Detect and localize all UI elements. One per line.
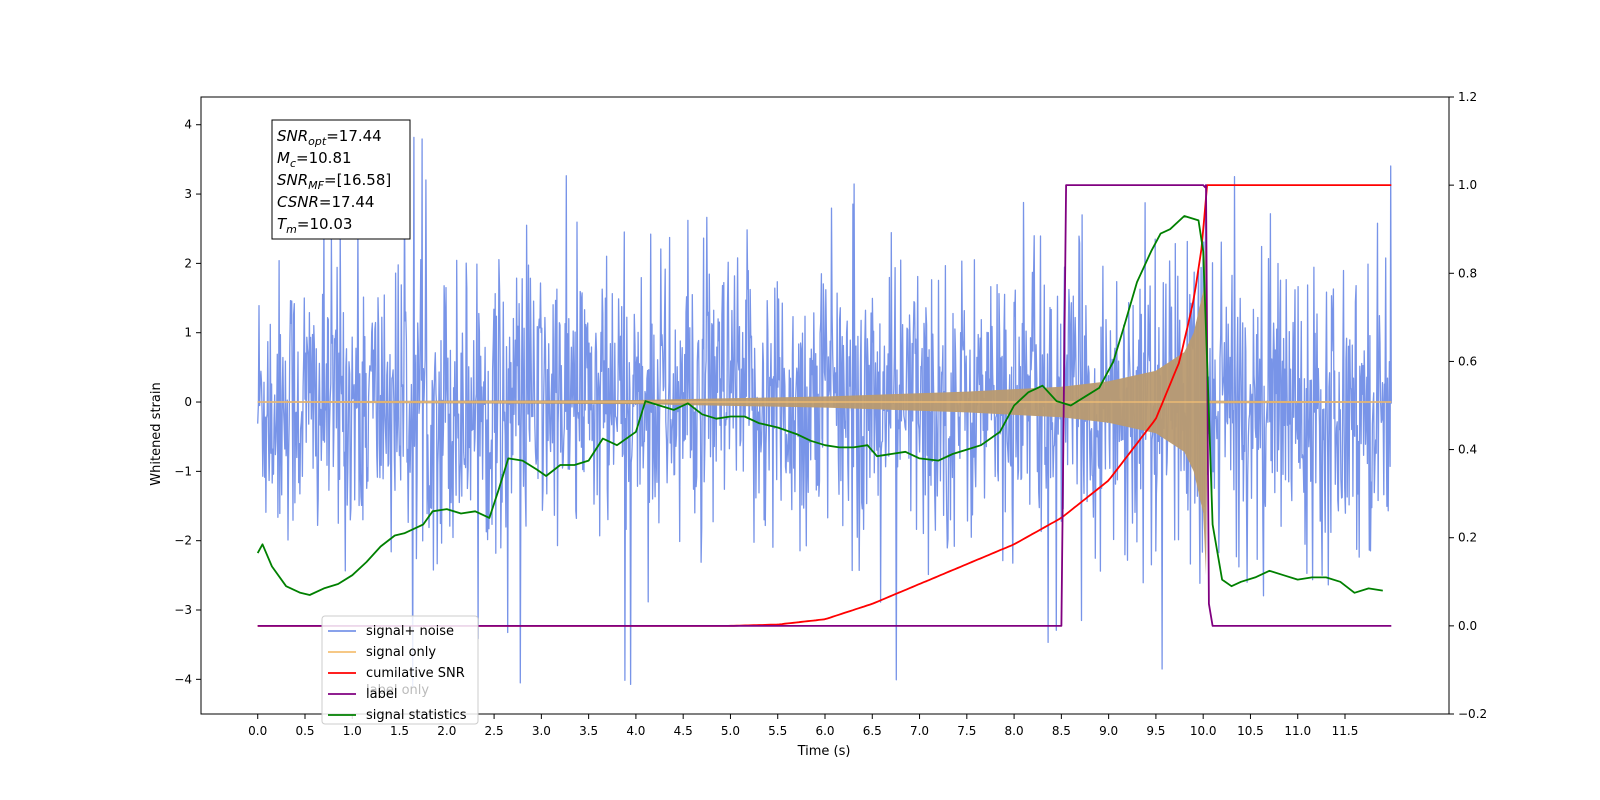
plot-area xyxy=(256,136,1392,688)
y-right-tick-label: 0.4 xyxy=(1458,443,1477,457)
legend-entry-text: signal+ noise xyxy=(366,624,454,639)
y-left-tick-label: −4 xyxy=(174,672,192,686)
y-right-tick-label: 1.2 xyxy=(1458,90,1477,104)
legend: label only signal+ noise signal only cumila… xyxy=(321,615,479,725)
stat-value: =17.44 xyxy=(326,127,382,145)
x-tick-label: 5.0 xyxy=(721,724,740,738)
x-tick-label: 2.0 xyxy=(437,724,456,738)
x-tick-label: 1.0 xyxy=(343,724,362,738)
y-left-tick-label: 2 xyxy=(184,256,192,270)
x-tick-label: 5.5 xyxy=(768,724,787,738)
stats-box-frame xyxy=(271,119,411,240)
stat-value: =[16.58] xyxy=(324,171,391,189)
y-right-tick-label: 0.0 xyxy=(1458,619,1477,633)
signal-plus-noise-series xyxy=(257,136,1392,688)
x-tick-label: 1.5 xyxy=(390,724,409,738)
y-left-tick-label: 0 xyxy=(184,395,192,409)
x-tick-label: 2.5 xyxy=(485,724,504,738)
y-right-tick-label: 0.2 xyxy=(1458,531,1477,545)
x-tick-label: 6.0 xyxy=(815,724,834,738)
signal-statistics-line xyxy=(256,215,1383,596)
x-tick-label: 3.5 xyxy=(579,724,598,738)
stat-value: =17.44 xyxy=(319,193,375,211)
y-left-tick-label: −1 xyxy=(174,464,192,478)
x-tick-label: 0.5 xyxy=(295,724,314,738)
stat-line: SNRMF=[16.58] xyxy=(277,171,391,192)
y-right-tick-label: 0.6 xyxy=(1458,354,1477,368)
y-left-tick-label: 1 xyxy=(184,326,192,340)
label-series xyxy=(257,184,1392,627)
signal-plus-noise-line xyxy=(257,136,1392,688)
legend-entry-text: signal only xyxy=(366,645,436,660)
stat-symbol: M xyxy=(277,149,290,167)
stat-line: CSNR=17.44 xyxy=(277,193,374,211)
legend-frame xyxy=(321,615,479,725)
stat-symbol: CSNR xyxy=(277,193,319,211)
x-tick-label: 4.0 xyxy=(626,724,645,738)
y-right-axis-ticks: 1.2 1.0 0.8 0.6 0.4 0.2 0.0 −0.2 xyxy=(1449,90,1487,721)
stat-value: =10.81 xyxy=(296,149,352,167)
y-left-axis-label: Whitened strain xyxy=(149,382,164,485)
stat-subscript: opt xyxy=(308,135,327,148)
stat-symbol: SNR xyxy=(277,127,308,145)
legend-items: label only signal+ noise signal only cumila… xyxy=(328,624,467,723)
x-tick-label: 3.0 xyxy=(532,724,551,738)
stat-subscript: m xyxy=(286,223,297,236)
label-line xyxy=(257,184,1392,627)
stat-line: SNRopt=17.44 xyxy=(277,127,382,148)
legend-entry-text: signal statistics xyxy=(366,708,467,723)
y-left-tick-label: −2 xyxy=(174,534,192,548)
y-left-axis-ticks: 4 3 2 1 0 −1 −2 −3 −4 xyxy=(174,118,201,686)
x-tick-label: 6.5 xyxy=(863,724,882,738)
stats-lines: SNRopt=17.44Mc=10.81SNRMF=[16.58]CSNR=17… xyxy=(277,127,391,236)
signal-statistics-series xyxy=(256,215,1383,596)
x-tick-label: 0.0 xyxy=(248,724,267,738)
legend-entry-text: label xyxy=(366,687,397,702)
x-tick-label: 7.5 xyxy=(957,724,976,738)
y-left-tick-label: 3 xyxy=(184,187,192,201)
x-tick-label: 10.0 xyxy=(1190,724,1217,738)
legend-entry-text: cumilative SNR xyxy=(366,666,465,681)
stat-line: Mc=10.81 xyxy=(277,149,352,170)
stat-subscript: c xyxy=(290,157,296,170)
legend-label-only-text: label only xyxy=(366,683,429,698)
x-axis-ticks: 0.0 0.5 1.0 1.5 2.0 2.5 3.0 3.5 4.0 4.5 5.0 5.5 6.0 6… xyxy=(248,714,1358,738)
y-right-tick-label: 1.0 xyxy=(1458,178,1477,192)
y-right-tick-label: 0.8 xyxy=(1458,266,1477,280)
x-tick-label: 7.0 xyxy=(910,724,929,738)
x-tick-label: 8.0 xyxy=(1005,724,1024,738)
x-tick-label: 8.5 xyxy=(1052,724,1071,738)
y-left-tick-label: 4 xyxy=(184,118,192,132)
stat-symbol: T xyxy=(277,215,288,233)
stat-symbol: SNR xyxy=(277,171,308,189)
x-tick-label: 11.0 xyxy=(1284,724,1311,738)
x-axis-label: Time (s) xyxy=(797,744,851,759)
signal-only-series xyxy=(257,228,1392,576)
stat-subscript: MF xyxy=(308,179,324,192)
x-tick-label: 10.5 xyxy=(1237,724,1264,738)
y-left-tick-label: −3 xyxy=(174,603,192,617)
x-tick-label: 9.5 xyxy=(1146,724,1165,738)
stat-line: Tm=10.03 xyxy=(277,215,352,236)
y-right-tick-label: −0.2 xyxy=(1458,707,1487,721)
stat-value: =10.03 xyxy=(297,215,353,233)
x-tick-label: 11.5 xyxy=(1332,724,1359,738)
x-tick-label: 4.5 xyxy=(674,724,693,738)
x-tick-label: 9.0 xyxy=(1099,724,1118,738)
stats-annotation-box: SNRopt=17.44Mc=10.81SNRMF=[16.58]CSNR=17… xyxy=(271,119,411,240)
